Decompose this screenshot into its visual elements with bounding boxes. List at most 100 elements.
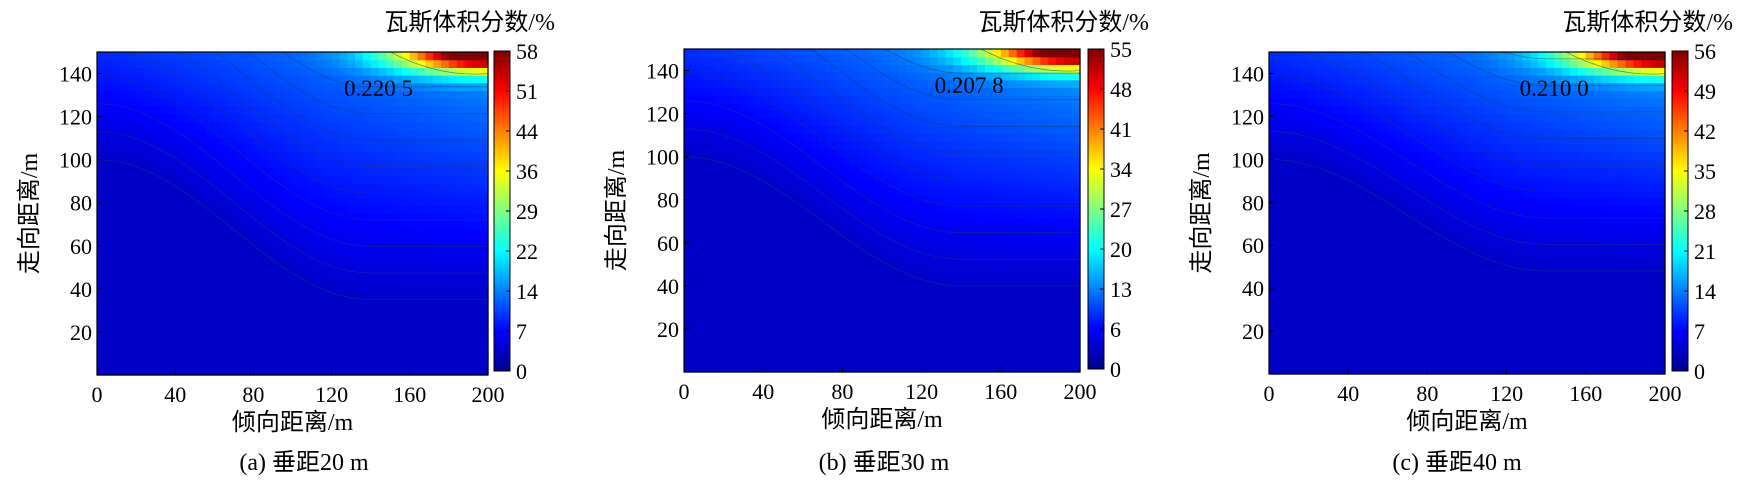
heatmap-cell xyxy=(409,98,419,107)
heatmap-cell xyxy=(222,367,231,376)
heatmap-cell xyxy=(1016,248,1026,258)
heatmap-cell xyxy=(984,56,994,65)
heatmap-cell xyxy=(897,118,907,127)
heatmap-cell xyxy=(136,82,145,92)
heatmap-cell xyxy=(112,90,122,99)
heatmap-cell xyxy=(401,151,411,161)
heatmap-cell xyxy=(1276,282,1286,291)
heatmap-cell xyxy=(441,259,450,268)
heatmap-cell xyxy=(1340,282,1349,291)
heatmap-cell xyxy=(394,305,403,315)
heatmap-cell xyxy=(441,198,450,207)
heatmap-cell xyxy=(456,336,466,345)
heatmap-cell xyxy=(691,179,701,189)
heatmap-cell xyxy=(1316,220,1326,229)
heatmap-cell xyxy=(874,125,883,135)
heatmap-cell xyxy=(858,279,867,288)
heatmap-cell xyxy=(417,221,427,230)
heatmap-cell xyxy=(190,359,200,368)
heatmap-cell xyxy=(331,167,341,176)
heatmap-cell xyxy=(699,133,709,142)
heatmap-cell xyxy=(937,333,946,342)
heatmap-cell xyxy=(1292,259,1302,268)
heatmap-cell xyxy=(1292,228,1302,237)
heatmap-cell xyxy=(858,341,867,350)
heatmap-cell xyxy=(739,141,748,150)
heatmap-cell xyxy=(905,233,915,242)
heatmap-cell xyxy=(874,279,883,288)
heatmap-cell xyxy=(229,75,239,84)
heatmap-cell xyxy=(1316,335,1326,344)
heatmap-cell xyxy=(771,233,780,242)
heatmap-cell xyxy=(1056,287,1065,296)
heatmap-cell xyxy=(159,205,168,215)
heatmap-cell xyxy=(977,202,986,212)
heatmap-cell xyxy=(684,110,693,119)
heatmap-cell xyxy=(394,221,403,230)
heatmap-cell xyxy=(97,351,106,361)
heatmap-cell xyxy=(1332,358,1341,367)
heatmap-cell xyxy=(1292,266,1302,275)
heatmap-cell xyxy=(1379,213,1389,222)
heatmap-cell xyxy=(953,102,962,112)
heatmap-cell xyxy=(1348,52,1357,61)
heatmap-cell xyxy=(386,151,395,161)
heatmap-cell xyxy=(794,133,804,142)
heatmap-cell xyxy=(723,256,733,265)
heatmap-cell xyxy=(1072,364,1081,373)
heatmap-cell xyxy=(300,213,309,222)
heatmap-cell xyxy=(842,210,851,219)
heatmap-cell xyxy=(1000,364,1010,373)
heatmap-cell xyxy=(315,136,325,145)
heatmap-cell xyxy=(136,275,145,284)
heatmap-cell xyxy=(882,233,891,242)
heatmap-cell xyxy=(229,305,239,315)
heatmap-cell xyxy=(1024,248,1034,258)
heatmap-cell xyxy=(1000,110,1010,119)
heatmap-cell xyxy=(425,182,434,192)
heatmap-cell xyxy=(331,82,341,92)
heatmap-cell xyxy=(850,341,859,350)
heatmap-cell xyxy=(417,136,427,145)
heatmap-cell xyxy=(284,290,294,299)
heatmap-cell xyxy=(362,221,372,230)
heatmap-cell xyxy=(253,321,262,330)
heatmap-cell xyxy=(866,148,875,158)
heatmap-cell xyxy=(945,248,954,258)
heatmap-cell xyxy=(183,282,192,291)
heatmap-cell xyxy=(1332,82,1341,91)
heatmap-cell xyxy=(897,341,907,350)
heatmap-cell xyxy=(409,275,419,284)
heatmap-cell xyxy=(214,298,223,307)
heatmap-cell xyxy=(276,282,286,291)
heatmap-cell xyxy=(1340,159,1349,168)
heatmap-cell xyxy=(136,59,145,68)
heatmap-cell xyxy=(913,218,923,227)
heatmap-cell xyxy=(159,259,168,268)
heatmap-cell xyxy=(323,321,333,330)
heatmap-cell xyxy=(292,113,301,122)
heatmap-cell xyxy=(112,305,122,315)
heatmap-cell xyxy=(707,110,717,119)
heatmap-cell xyxy=(882,79,891,89)
y-tick-label: 80 xyxy=(70,191,92,216)
heatmap-cell xyxy=(284,221,294,230)
heatmap-cell xyxy=(355,351,364,361)
heatmap-cell xyxy=(1356,312,1365,321)
heatmap-cell xyxy=(739,125,748,135)
heatmap-cell xyxy=(269,75,278,84)
heatmap-cell xyxy=(276,75,286,84)
heatmap-cell xyxy=(167,244,176,253)
heatmap-cell xyxy=(339,205,348,215)
heatmap-cell xyxy=(691,241,701,250)
heatmap-cell xyxy=(1048,256,1057,265)
heatmap-cell xyxy=(826,272,836,281)
heatmap-cell xyxy=(206,321,215,330)
heatmap-cell xyxy=(136,236,145,245)
heatmap-cell xyxy=(1024,164,1034,173)
heatmap-cell xyxy=(842,95,851,104)
heatmap-cell xyxy=(323,267,333,276)
heatmap-cell xyxy=(794,248,804,258)
heatmap-cell xyxy=(175,251,184,261)
heatmap-cell xyxy=(1348,243,1357,252)
